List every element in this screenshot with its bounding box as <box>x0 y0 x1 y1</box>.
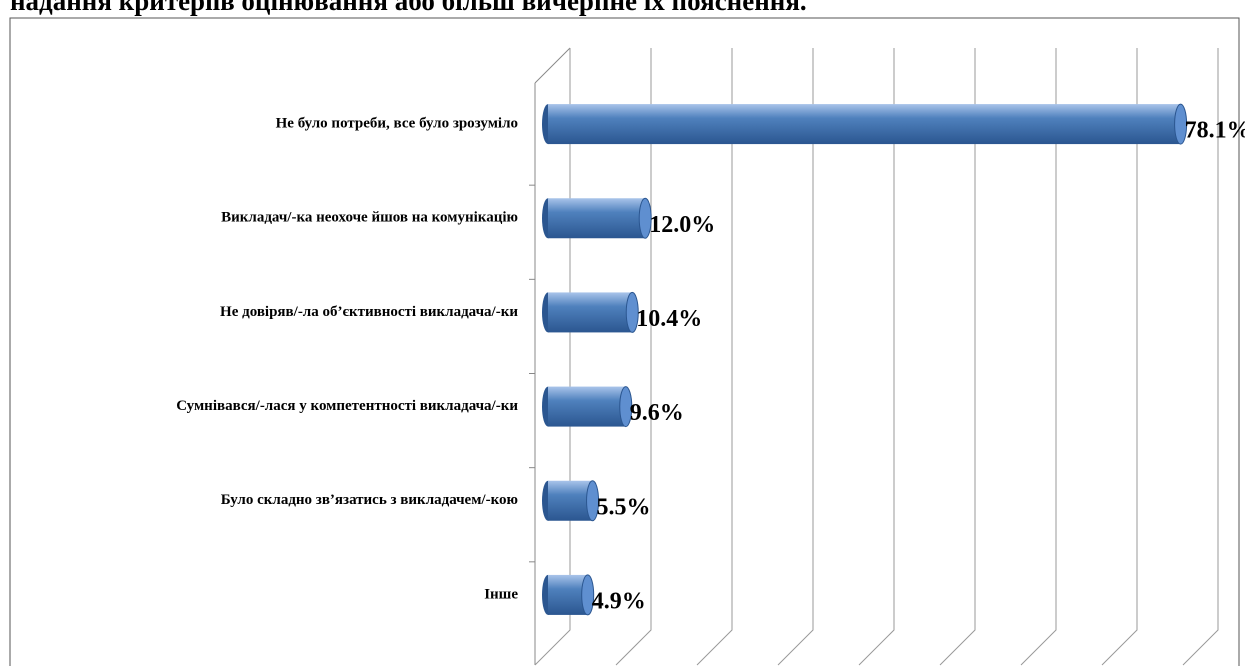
data-label: 78.1% <box>1185 118 1245 144</box>
grid-line <box>939 48 976 666</box>
bar-body <box>548 574 588 615</box>
grid-line-segment <box>534 48 571 666</box>
grid-line <box>777 48 814 666</box>
bar-body <box>548 292 633 333</box>
grid-line <box>615 48 652 666</box>
grid-line <box>1020 48 1057 666</box>
bar-body <box>548 198 646 239</box>
category-label: Сумнівався/-лася у компетентності виклад… <box>176 398 518 414</box>
data-label: 5.5% <box>597 494 651 520</box>
bar-cap <box>581 574 595 616</box>
bar <box>542 574 595 616</box>
axis-line <box>534 47 571 84</box>
grid-line <box>1101 48 1138 666</box>
data-label: 12.0% <box>649 212 715 238</box>
data-label: 4.9% <box>592 588 646 614</box>
data-label: 9.6% <box>630 400 684 426</box>
bar-body <box>548 104 1181 145</box>
category-label: Не довіряв/-ла об’єктивності викладача/-… <box>220 304 518 320</box>
grid-line-segment <box>858 48 895 666</box>
bar <box>542 103 1188 145</box>
grid-line-segment <box>777 48 814 666</box>
category-label: Не було потреби, все було зрозуміло <box>276 116 518 132</box>
bar-body <box>548 480 593 521</box>
bar <box>542 197 652 239</box>
bar-cap <box>586 480 600 522</box>
grid-line <box>696 48 733 666</box>
grid-line <box>1182 48 1219 666</box>
bar-cap <box>638 197 652 239</box>
category-label: Інше <box>484 586 518 602</box>
bar-cap <box>1174 103 1188 145</box>
bar-body <box>548 386 626 427</box>
chart-title: надання критеріїв оцінювання або більш в… <box>10 0 807 16</box>
grid-line-segment <box>939 48 976 666</box>
bar <box>542 386 633 428</box>
chart-border <box>9 17 1240 666</box>
grid-line-segment <box>615 48 652 666</box>
bar-cap <box>619 386 633 428</box>
data-label: 10.4% <box>636 306 702 332</box>
grid-line-segment <box>1182 48 1219 666</box>
grid-line-segment <box>696 48 733 666</box>
category-label: Викладач/-ка неохоче йшов на комунікацію <box>221 210 518 226</box>
grid-line-segment <box>1101 48 1138 666</box>
bar <box>542 480 600 522</box>
bar <box>542 291 639 333</box>
category-label: Було складно зв’язатись з викладачем/-ко… <box>221 492 518 508</box>
grid-line <box>858 48 895 666</box>
bar-cap <box>625 291 639 333</box>
grid-line-segment <box>1020 48 1057 666</box>
grid-line <box>534 48 571 666</box>
